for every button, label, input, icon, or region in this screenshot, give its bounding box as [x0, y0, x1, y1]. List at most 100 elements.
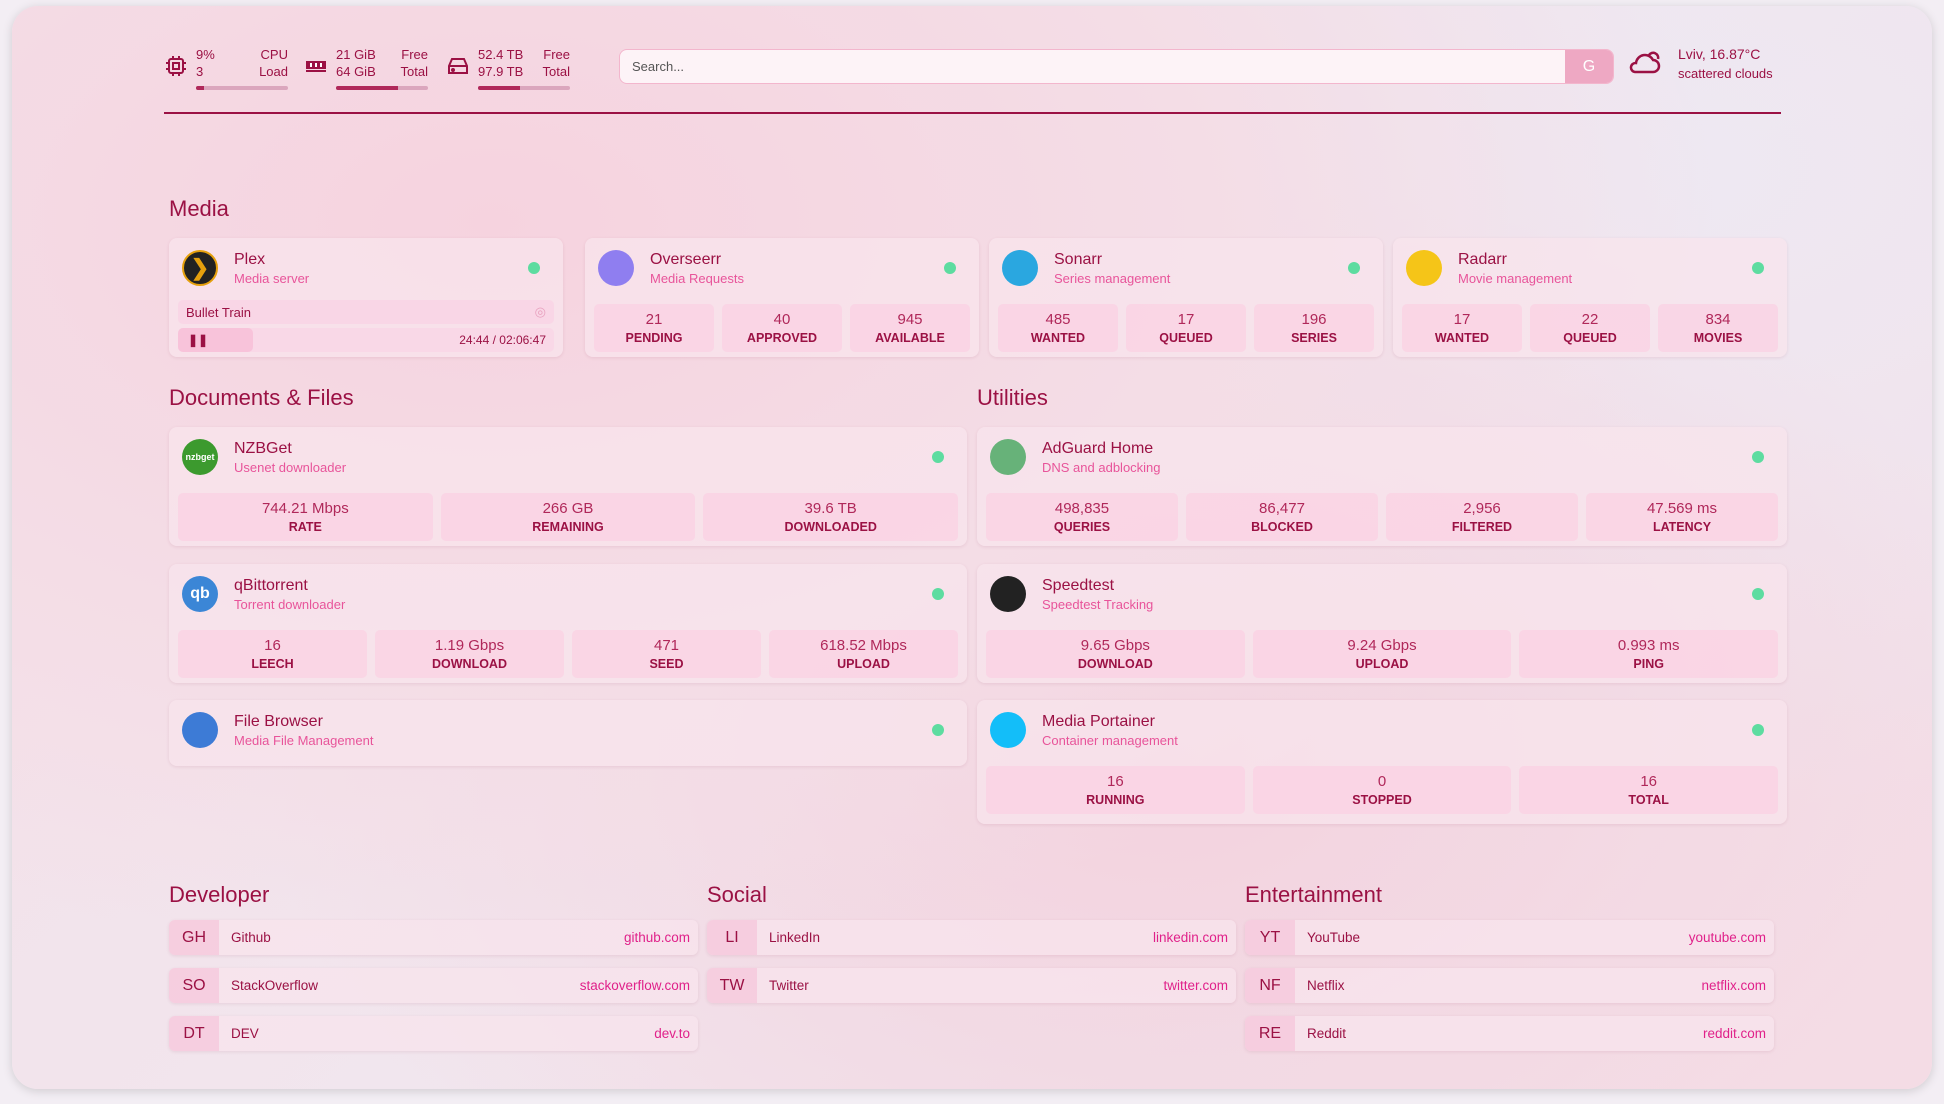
stat-value: 16	[1106, 773, 1124, 790]
stat-value: 1.19 Gbps	[434, 637, 505, 654]
service-card-filebrowser[interactable]: File Browser Media File Management	[169, 700, 967, 766]
status-indicator	[1752, 451, 1764, 463]
bookmark-url: netflix.com	[1701, 978, 1766, 993]
stat-block: 9.24 Gbps UPLOAD	[1252, 630, 1512, 678]
icon-badge: qb	[190, 585, 210, 602]
stat-block: 498,835 QUERIES	[986, 493, 1178, 541]
bookmark-stackoverflow[interactable]: SO StackOverflow stackoverflow.com	[169, 968, 698, 1003]
service-card-overseerr[interactable]: Overseerr Media Requests 21 PENDING 40 APPRO…	[585, 238, 979, 357]
service-name: Sonarr	[1054, 251, 1103, 268]
stat-label: APPROVED	[746, 331, 818, 345]
stat-value: 9.65 Gbps	[1080, 637, 1150, 654]
bookmark-dev[interactable]: DT DEV dev.to	[169, 1016, 698, 1051]
stat-label: WANTED	[1434, 331, 1490, 345]
overseerr-icon	[598, 250, 634, 286]
bookmark-abbr: LI	[707, 920, 757, 955]
stat-label: DOWNLOAD	[1077, 657, 1153, 671]
stat-block: 485 WANTED	[998, 304, 1118, 352]
stat-block: 266 GB REMAINING	[440, 493, 696, 541]
stat-block: 945 AVAILABLE	[850, 304, 970, 352]
stat-value: 196	[1301, 311, 1327, 328]
service-card-adguard[interactable]: AdGuard Home DNS and adblocking 498,835 QU…	[977, 427, 1787, 546]
service-card-sonarr[interactable]: Sonarr Series management 485 WANTED 17 QUEUE…	[989, 238, 1383, 357]
dashboard-window: 9% CPU 3 Load 21 GiB Free 64 GiB Total 52.4 …	[12, 6, 1932, 1089]
service-card-nzbget[interactable]: nzbget NZBGet Usenet downloader 744.21 Mb…	[169, 427, 967, 546]
stat-label: QUEUED	[1563, 331, 1617, 345]
bookmark-github[interactable]: GH Github github.com	[169, 920, 698, 955]
status-indicator	[1752, 724, 1764, 736]
memory-total-label: Total	[400, 64, 428, 79]
speedtest-icon	[990, 576, 1026, 612]
cloud-sun-icon	[1629, 51, 1661, 74]
bookmark-linkedin[interactable]: LI LinkedIn linkedin.com	[707, 920, 1236, 955]
stat-label: WANTED	[1030, 331, 1086, 345]
bookmark-youtube[interactable]: YT YouTube youtube.com	[1245, 920, 1774, 955]
stat-block: 196 SERIES	[1254, 304, 1374, 352]
bookmark-abbr: DT	[169, 1016, 219, 1051]
disk-widget: 52.4 TB Free 97.9 TB Total	[446, 46, 570, 90]
service-description: Media Requests	[650, 271, 744, 286]
bookmark-name: StackOverflow	[231, 978, 319, 993]
stat-block: 0.993 ms PING	[1519, 630, 1779, 678]
stat-value: 16	[1640, 773, 1658, 790]
search-input[interactable]	[620, 50, 1565, 83]
service-card-radarr[interactable]: Radarr Movie management 17 WANTED 22 QUEUED 8…	[1393, 238, 1787, 357]
header-divider	[164, 112, 1781, 114]
stat-label: MOVIES	[1693, 331, 1743, 345]
section-title-social: Social	[707, 882, 767, 907]
now-playing-title: Bullet Train	[186, 304, 252, 320]
search-provider-button[interactable]: G	[1565, 50, 1613, 83]
stat-label: LATENCY	[1652, 520, 1712, 534]
playback-progress: ❚❚ 24:44 / 02:06:47	[178, 328, 554, 352]
bookmark-abbr: RE	[1245, 1016, 1295, 1051]
nzbget-icon: nzbget	[182, 439, 218, 475]
weather-location-temp: Lviv, 16.87°C	[1678, 46, 1761, 62]
bookmark-name: Github	[231, 930, 271, 945]
status-indicator	[932, 724, 944, 736]
service-name: AdGuard Home	[1042, 440, 1154, 457]
adguard-shield-icon	[990, 439, 1026, 475]
service-card-qbittorrent[interactable]: qb qBittorrent Torrent downloader 16 LEECH…	[169, 564, 967, 683]
stat-value: 945	[897, 311, 923, 328]
service-name: File Browser	[234, 713, 323, 730]
service-name: Radarr	[1458, 251, 1507, 268]
disk-bar-fill	[478, 86, 521, 90]
stat-value: 0.993 ms	[1617, 637, 1680, 654]
bookmark-url: reddit.com	[1702, 1026, 1766, 1041]
bookmark-abbr: TW	[707, 968, 757, 1003]
bookmark-reddit[interactable]: RE Reddit reddit.com	[1245, 1016, 1774, 1051]
service-name: Plex	[234, 251, 266, 268]
bookmark-netflix[interactable]: NF Netflix netflix.com	[1245, 968, 1774, 1003]
stat-value: 17	[1177, 311, 1195, 328]
filebrowser-icon	[182, 712, 218, 748]
service-card-portainer[interactable]: Media Portainer Container management 16 RU…	[977, 700, 1787, 824]
service-card-speedtest[interactable]: Speedtest Speedtest Tracking 9.65 Gbps DOW…	[977, 564, 1787, 683]
stat-label: DOWNLOADED	[784, 520, 877, 534]
service-description: Container management	[1042, 733, 1178, 748]
stat-value: 498,835	[1054, 500, 1110, 517]
stat-block: 39.6 TB DOWNLOADED	[703, 493, 959, 541]
stat-label: SEED	[649, 657, 684, 671]
memory-free-value: 21 GiB	[336, 47, 376, 62]
stat-label: TOTAL	[1628, 793, 1669, 807]
service-card-plex[interactable]: ❯ Plex Media server Bullet Train ◎ ❚❚ 24:4…	[169, 238, 563, 357]
stat-label: UPLOAD	[1355, 657, 1409, 671]
bookmark-name: DEV	[231, 1026, 259, 1041]
bookmark-name: Twitter	[769, 978, 809, 993]
stat-block: 86,477 BLOCKED	[1186, 493, 1378, 541]
stat-label: DOWNLOAD	[432, 657, 507, 671]
stat-value: 618.52 Mbps	[820, 637, 907, 654]
stat-block: 21 PENDING	[594, 304, 714, 352]
search-bar: G	[619, 49, 1614, 84]
section-title-documents: Documents & Files	[169, 385, 354, 410]
stat-block: 16 RUNNING	[986, 766, 1245, 814]
bookmark-twitter[interactable]: TW Twitter twitter.com	[707, 968, 1236, 1003]
service-name: NZBGet	[234, 440, 292, 457]
pause-icon[interactable]: ❚❚	[188, 333, 209, 347]
stat-value: 40	[773, 311, 791, 328]
status-indicator	[932, 588, 944, 600]
weather-condition: scattered clouds	[1678, 66, 1773, 81]
bookmark-name: Netflix	[1307, 978, 1345, 993]
stat-value: 834	[1705, 311, 1731, 328]
stat-label: BLOCKED	[1251, 520, 1313, 534]
